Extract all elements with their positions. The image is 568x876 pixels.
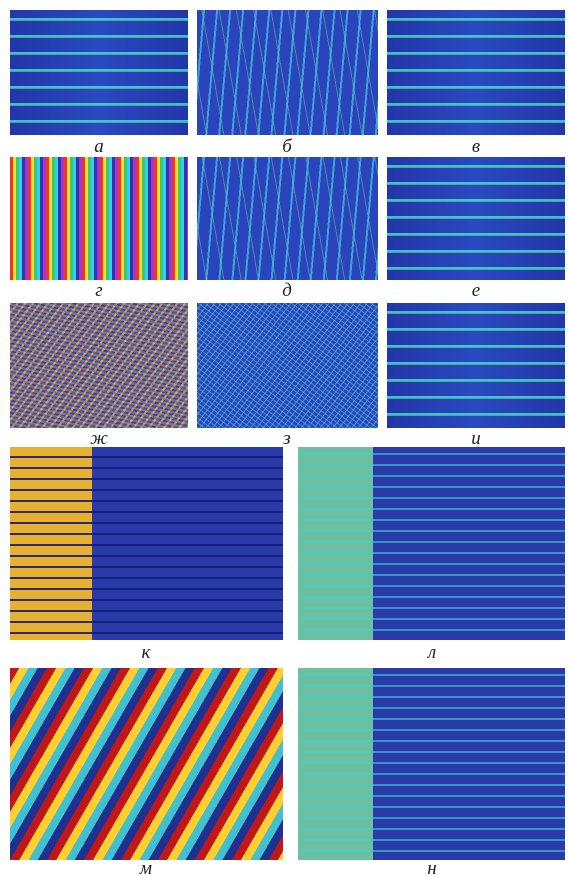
panel-image: [197, 157, 378, 280]
panel-label: е: [456, 280, 496, 302]
panel-image: [10, 303, 188, 428]
panel-label: л: [412, 642, 452, 664]
panel-label: г: [79, 280, 119, 302]
panel-image: [10, 10, 188, 135]
panel-image: [197, 10, 378, 135]
panel-label: б: [267, 136, 307, 158]
panel-label: н: [412, 858, 452, 876]
panel-label: а: [79, 136, 119, 158]
panel-image: [387, 303, 565, 428]
figure: а б в г д е ж з и к л м н: [0, 0, 568, 876]
panel-label: д: [267, 280, 307, 302]
panel-image: [298, 447, 565, 640]
panel-label: в: [456, 136, 496, 158]
panel-image: [10, 668, 283, 860]
panel-image: [387, 157, 565, 280]
panel-image: [10, 157, 188, 280]
panel-image: [197, 303, 378, 428]
panel-image: [298, 668, 565, 860]
panel-image: [387, 10, 565, 135]
panel-label: м: [126, 858, 166, 876]
panel-image: [10, 447, 283, 640]
panel-label: к: [126, 642, 166, 664]
